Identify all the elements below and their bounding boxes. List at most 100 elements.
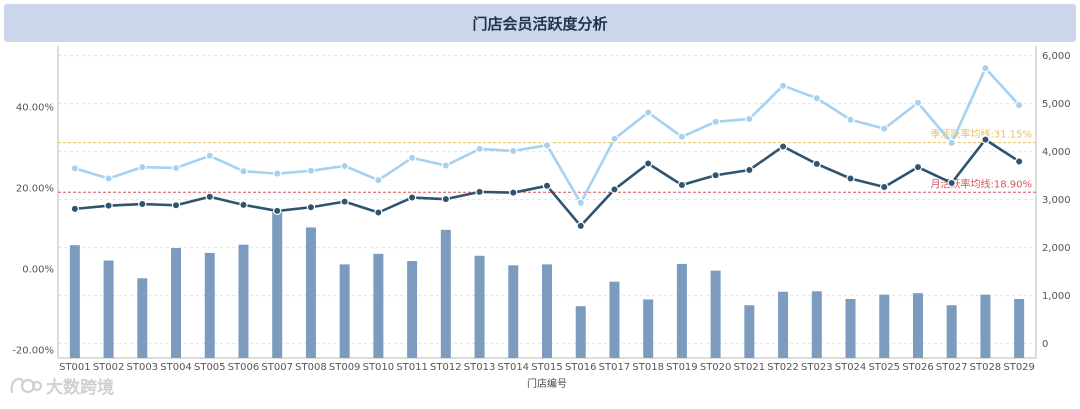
right-tick-label: 6,000: [1042, 51, 1071, 62]
series-point: [1014, 100, 1024, 110]
x-tick-label: ST010: [363, 362, 395, 373]
bar: [744, 305, 755, 358]
x-tick-label: ST015: [531, 362, 563, 373]
x-tick-label: ST004: [160, 362, 192, 373]
x-tick-label: ST016: [565, 362, 597, 373]
series-point: [509, 146, 518, 156]
bar: [609, 281, 620, 358]
right-tick-label: 2,000: [1042, 243, 1071, 254]
bar: [845, 298, 856, 358]
x-tick-label: ST024: [835, 362, 867, 373]
chart-title-bar: 门店会员活跃度分析: [4, 4, 1076, 42]
right-tick-label: 5,000: [1042, 99, 1071, 110]
series-point: [812, 94, 821, 103]
bar: [103, 260, 114, 358]
series-point: [778, 142, 788, 151]
series-point: [610, 134, 619, 143]
x-tick-label: ST007: [261, 362, 293, 373]
series-point: [846, 115, 855, 124]
series-point: [677, 132, 687, 141]
x-tick-label: ST022: [767, 362, 799, 373]
series-point: [812, 159, 821, 169]
x-tick-label: ST014: [498, 362, 530, 373]
bar: [980, 294, 991, 358]
left-tick-label: 40.00%: [16, 102, 54, 113]
x-tick-label: ST027: [936, 362, 968, 373]
x-axis-label: 门店编号: [527, 377, 567, 390]
series-point: [947, 138, 956, 148]
series-point: [340, 197, 349, 206]
left-tick-label: 20.00%: [16, 183, 54, 194]
series-point: [913, 98, 923, 107]
bar: [912, 293, 923, 358]
watermark-logo-icon: [10, 377, 42, 393]
series-point: [913, 162, 923, 172]
series-point: [340, 161, 349, 171]
bar: [643, 299, 654, 358]
series-point: [542, 141, 552, 150]
bar: [204, 252, 215, 358]
bar: [407, 261, 418, 358]
series-point: [778, 81, 788, 90]
series-point: [374, 175, 383, 185]
x-tick-label: ST018: [632, 362, 664, 373]
bar: [508, 265, 519, 358]
series-point: [70, 204, 80, 214]
right-tick-label: 0: [1042, 339, 1048, 350]
series-point: [576, 198, 585, 208]
series-point: [138, 199, 147, 209]
bar: [811, 291, 822, 358]
series-point: [205, 151, 214, 161]
x-tick-label: ST013: [464, 362, 496, 373]
series-point: [509, 188, 518, 197]
x-tick-label: ST019: [666, 362, 698, 373]
series-point: [70, 164, 80, 173]
bar: [778, 291, 789, 358]
right-tick-label: 1,000: [1042, 291, 1071, 302]
bar: [474, 255, 485, 358]
series-point: [407, 153, 417, 163]
x-tick-label: ST002: [93, 362, 125, 373]
series-point: [104, 174, 113, 183]
x-tick-label: ST008: [295, 362, 327, 373]
x-tick-label: ST028: [970, 362, 1002, 373]
series-point: [880, 182, 889, 192]
series-point: [981, 64, 990, 73]
x-tick-label: ST003: [127, 362, 159, 373]
series-point: [643, 159, 653, 168]
series-point: [239, 167, 248, 176]
reference-line-label: 月活跃率均线:18.90%: [931, 177, 1033, 190]
x-tick-label: ST005: [194, 362, 226, 373]
series-point: [306, 166, 316, 175]
x-tick-label: ST006: [228, 362, 260, 373]
bar: [542, 264, 552, 358]
watermark-text: 大数跨境: [46, 378, 114, 398]
x-tick-label: ST025: [868, 362, 900, 373]
bar: [272, 212, 283, 358]
series-point: [104, 201, 113, 210]
series-point: [273, 206, 282, 216]
bar: [1014, 298, 1025, 358]
x-tick-label: ST001: [59, 362, 91, 373]
series-point: [745, 114, 754, 124]
x-tick-label: ST011: [396, 362, 428, 373]
left-tick-label: 0.00%: [22, 264, 54, 275]
x-tick-label: ST020: [700, 362, 732, 373]
bar: [575, 306, 586, 358]
x-tick-label: ST023: [801, 362, 833, 373]
series-point: [610, 185, 619, 194]
series-point: [576, 221, 585, 231]
series-point: [981, 135, 990, 144]
chart-title: 门店会员活跃度分析: [472, 14, 608, 33]
bar: [440, 229, 451, 358]
series-point: [947, 178, 956, 188]
series-point: [171, 163, 181, 173]
bar: [946, 305, 957, 358]
bar: [238, 244, 249, 358]
watermark: 大数跨境: [8, 373, 114, 398]
series-point: [407, 193, 417, 202]
series-point: [542, 181, 552, 190]
x-tick-label: ST029: [1003, 362, 1035, 373]
tick-labels: -20.00% 0.00% 20.00% 40.00% 0 1,000 2,000 3,000…: [12, 51, 1070, 373]
